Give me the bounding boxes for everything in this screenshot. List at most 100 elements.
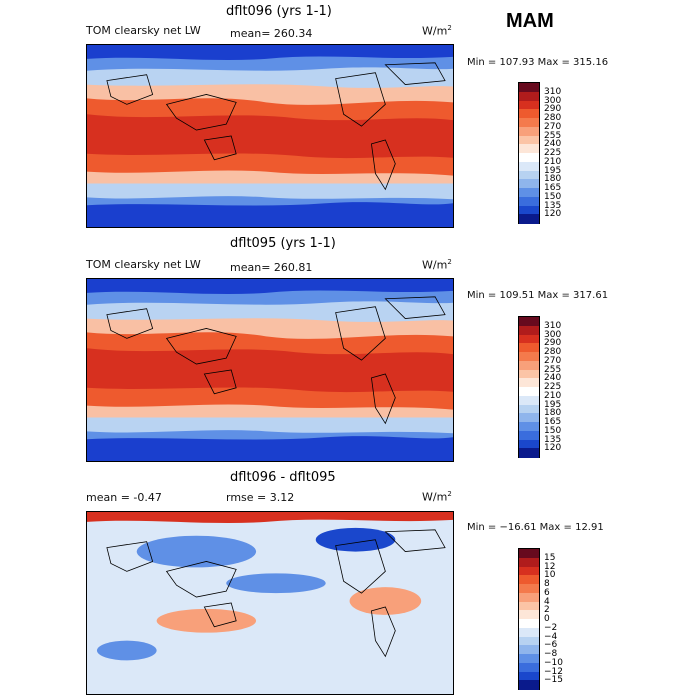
colorbar-label: 120 xyxy=(544,443,562,454)
colorbar-segment xyxy=(519,422,539,432)
colorbar-segment xyxy=(519,662,539,672)
colorbar-segment xyxy=(519,352,539,362)
colorbar-label: 255 xyxy=(544,130,562,141)
colorbar-segment xyxy=(519,126,539,136)
colorbar-segment xyxy=(519,91,539,101)
colorbar-label: 280 xyxy=(544,113,562,123)
panel-2-coastlines xyxy=(106,296,446,425)
season-label: MAM xyxy=(506,10,554,32)
colorbar-label: 8 xyxy=(544,579,550,589)
colorbar-label: 240 xyxy=(544,373,562,384)
colorbar-label: 280 xyxy=(544,347,562,357)
panel-1-mean: mean= 260.34 xyxy=(230,27,313,40)
colorbar-segment xyxy=(519,196,539,206)
colorbar-label: −12 xyxy=(544,666,563,677)
colorbar-label: 15 xyxy=(544,552,556,563)
colorbar-label: 195 xyxy=(544,165,562,176)
colorbar-label: 290 xyxy=(544,104,562,115)
panel-2-map-svg xyxy=(87,279,453,461)
colorbar-label: 135 xyxy=(544,434,562,445)
panel-2-map xyxy=(86,278,454,462)
panel-3-mean: mean = -0.47 xyxy=(86,491,162,504)
panel-1-hot-band xyxy=(87,114,453,159)
colorbar-label: 300 xyxy=(544,95,562,106)
colorbar-segment xyxy=(519,671,539,681)
colorbar-label: 4 xyxy=(544,596,550,607)
panel-1-south-mid-band xyxy=(87,183,453,200)
panel-3-negative-region-2 xyxy=(315,527,396,552)
colorbar-segment xyxy=(519,214,539,224)
panel-3-positive-region-1 xyxy=(156,608,257,633)
colorbar-label: −15 xyxy=(544,675,563,686)
panel-3-negative-region-3 xyxy=(226,573,326,594)
colorbar-label: 180 xyxy=(544,408,562,419)
colorbar-label: 225 xyxy=(544,382,562,392)
panel-3-negative-region-4 xyxy=(96,640,157,661)
colorbar-segment xyxy=(519,343,539,353)
panel-3-units: W/m2 xyxy=(422,490,452,504)
colorbar-label: 300 xyxy=(544,329,562,340)
colorbar-segment xyxy=(519,395,539,405)
colorbar-segment xyxy=(519,439,539,449)
panel-3-rmse: rmse = 3.12 xyxy=(226,491,295,504)
panel-2-field-label: TOM clearsky net LW xyxy=(86,258,201,271)
panel-3-map xyxy=(86,511,454,695)
panel-3-title: dflt096 - dflt095 xyxy=(230,470,336,485)
colorbar-label: 310 xyxy=(544,320,562,331)
panel-1-coastlines xyxy=(106,62,446,191)
panel-1-title: dflt096 (yrs 1-1) xyxy=(226,4,332,19)
colorbar-label: 150 xyxy=(544,191,562,202)
colorbar-label: −10 xyxy=(544,657,563,668)
colorbar-label: 255 xyxy=(544,364,562,375)
colorbar-label: −2 xyxy=(544,622,558,633)
colorbar-segment xyxy=(519,109,539,119)
panel-3-negative-region-1 xyxy=(136,535,257,568)
colorbar-segment xyxy=(519,575,539,585)
panel-2-north-pole-band xyxy=(87,279,453,294)
panel-3-colorbar: 15 12 10 8 6 4 2 0 −2 −4 −6 −8 −10 −12 −15 xyxy=(518,548,563,690)
panel-1-south-pole-band xyxy=(87,202,453,227)
colorbar-label: 6 xyxy=(544,587,550,598)
colorbar-label: 270 xyxy=(544,355,562,366)
colorbar-segment xyxy=(519,378,539,388)
colorbar-label: 12 xyxy=(544,561,556,572)
panel-1-minmax: Min = 107.93 Max = 315.16 xyxy=(467,57,609,68)
colorbar-segment xyxy=(519,205,539,215)
colorbar-label: 120 xyxy=(544,209,562,220)
panel-1-units: W/m2 xyxy=(422,24,452,38)
colorbar-segment xyxy=(519,557,539,567)
colorbar-label: 210 xyxy=(544,156,562,167)
colorbar-label: 310 xyxy=(544,86,562,97)
colorbar-label: 180 xyxy=(544,174,562,185)
panel-1-north-pole-band xyxy=(87,45,453,60)
colorbar-segment xyxy=(519,161,539,171)
colorbar-segment xyxy=(519,188,539,198)
colorbar-segment xyxy=(519,413,539,423)
colorbar-segment xyxy=(519,360,539,370)
colorbar-segment xyxy=(519,334,539,344)
colorbar-segment xyxy=(519,584,539,594)
panel-3-positive-region-2 xyxy=(349,587,422,615)
colorbar-segment xyxy=(519,645,539,655)
colorbar-label: 210 xyxy=(544,390,562,401)
panel-2-colorbar: 310 300 290 280 270 255 240 225 210 195 180 165 150 1… xyxy=(518,316,561,458)
panel-3-minmax: Min = −16.61 Max = 12.91 xyxy=(467,522,604,533)
colorbar-segment xyxy=(519,610,539,620)
colorbar-segment xyxy=(519,627,539,637)
colorbar-label: 150 xyxy=(544,425,562,436)
panel-1-field-label: TOM clearsky net LW xyxy=(86,24,201,37)
panel-2-hot-band xyxy=(87,348,453,393)
colorbar-label: 135 xyxy=(544,200,562,211)
colorbar-segment xyxy=(519,179,539,189)
colorbar-label: 2 xyxy=(544,605,550,616)
panel-1-map-svg xyxy=(87,45,453,227)
colorbar-segment xyxy=(519,619,539,629)
panel-2-title: dflt095 (yrs 1-1) xyxy=(230,236,336,251)
panel-3-north-positive-band xyxy=(87,512,453,524)
colorbar-segment xyxy=(519,601,539,611)
panel-2-south-pole-band xyxy=(87,436,453,461)
colorbar-segment xyxy=(519,636,539,646)
colorbar-segment xyxy=(519,317,539,327)
panel-1-map xyxy=(86,44,454,228)
colorbar-segment xyxy=(519,170,539,180)
